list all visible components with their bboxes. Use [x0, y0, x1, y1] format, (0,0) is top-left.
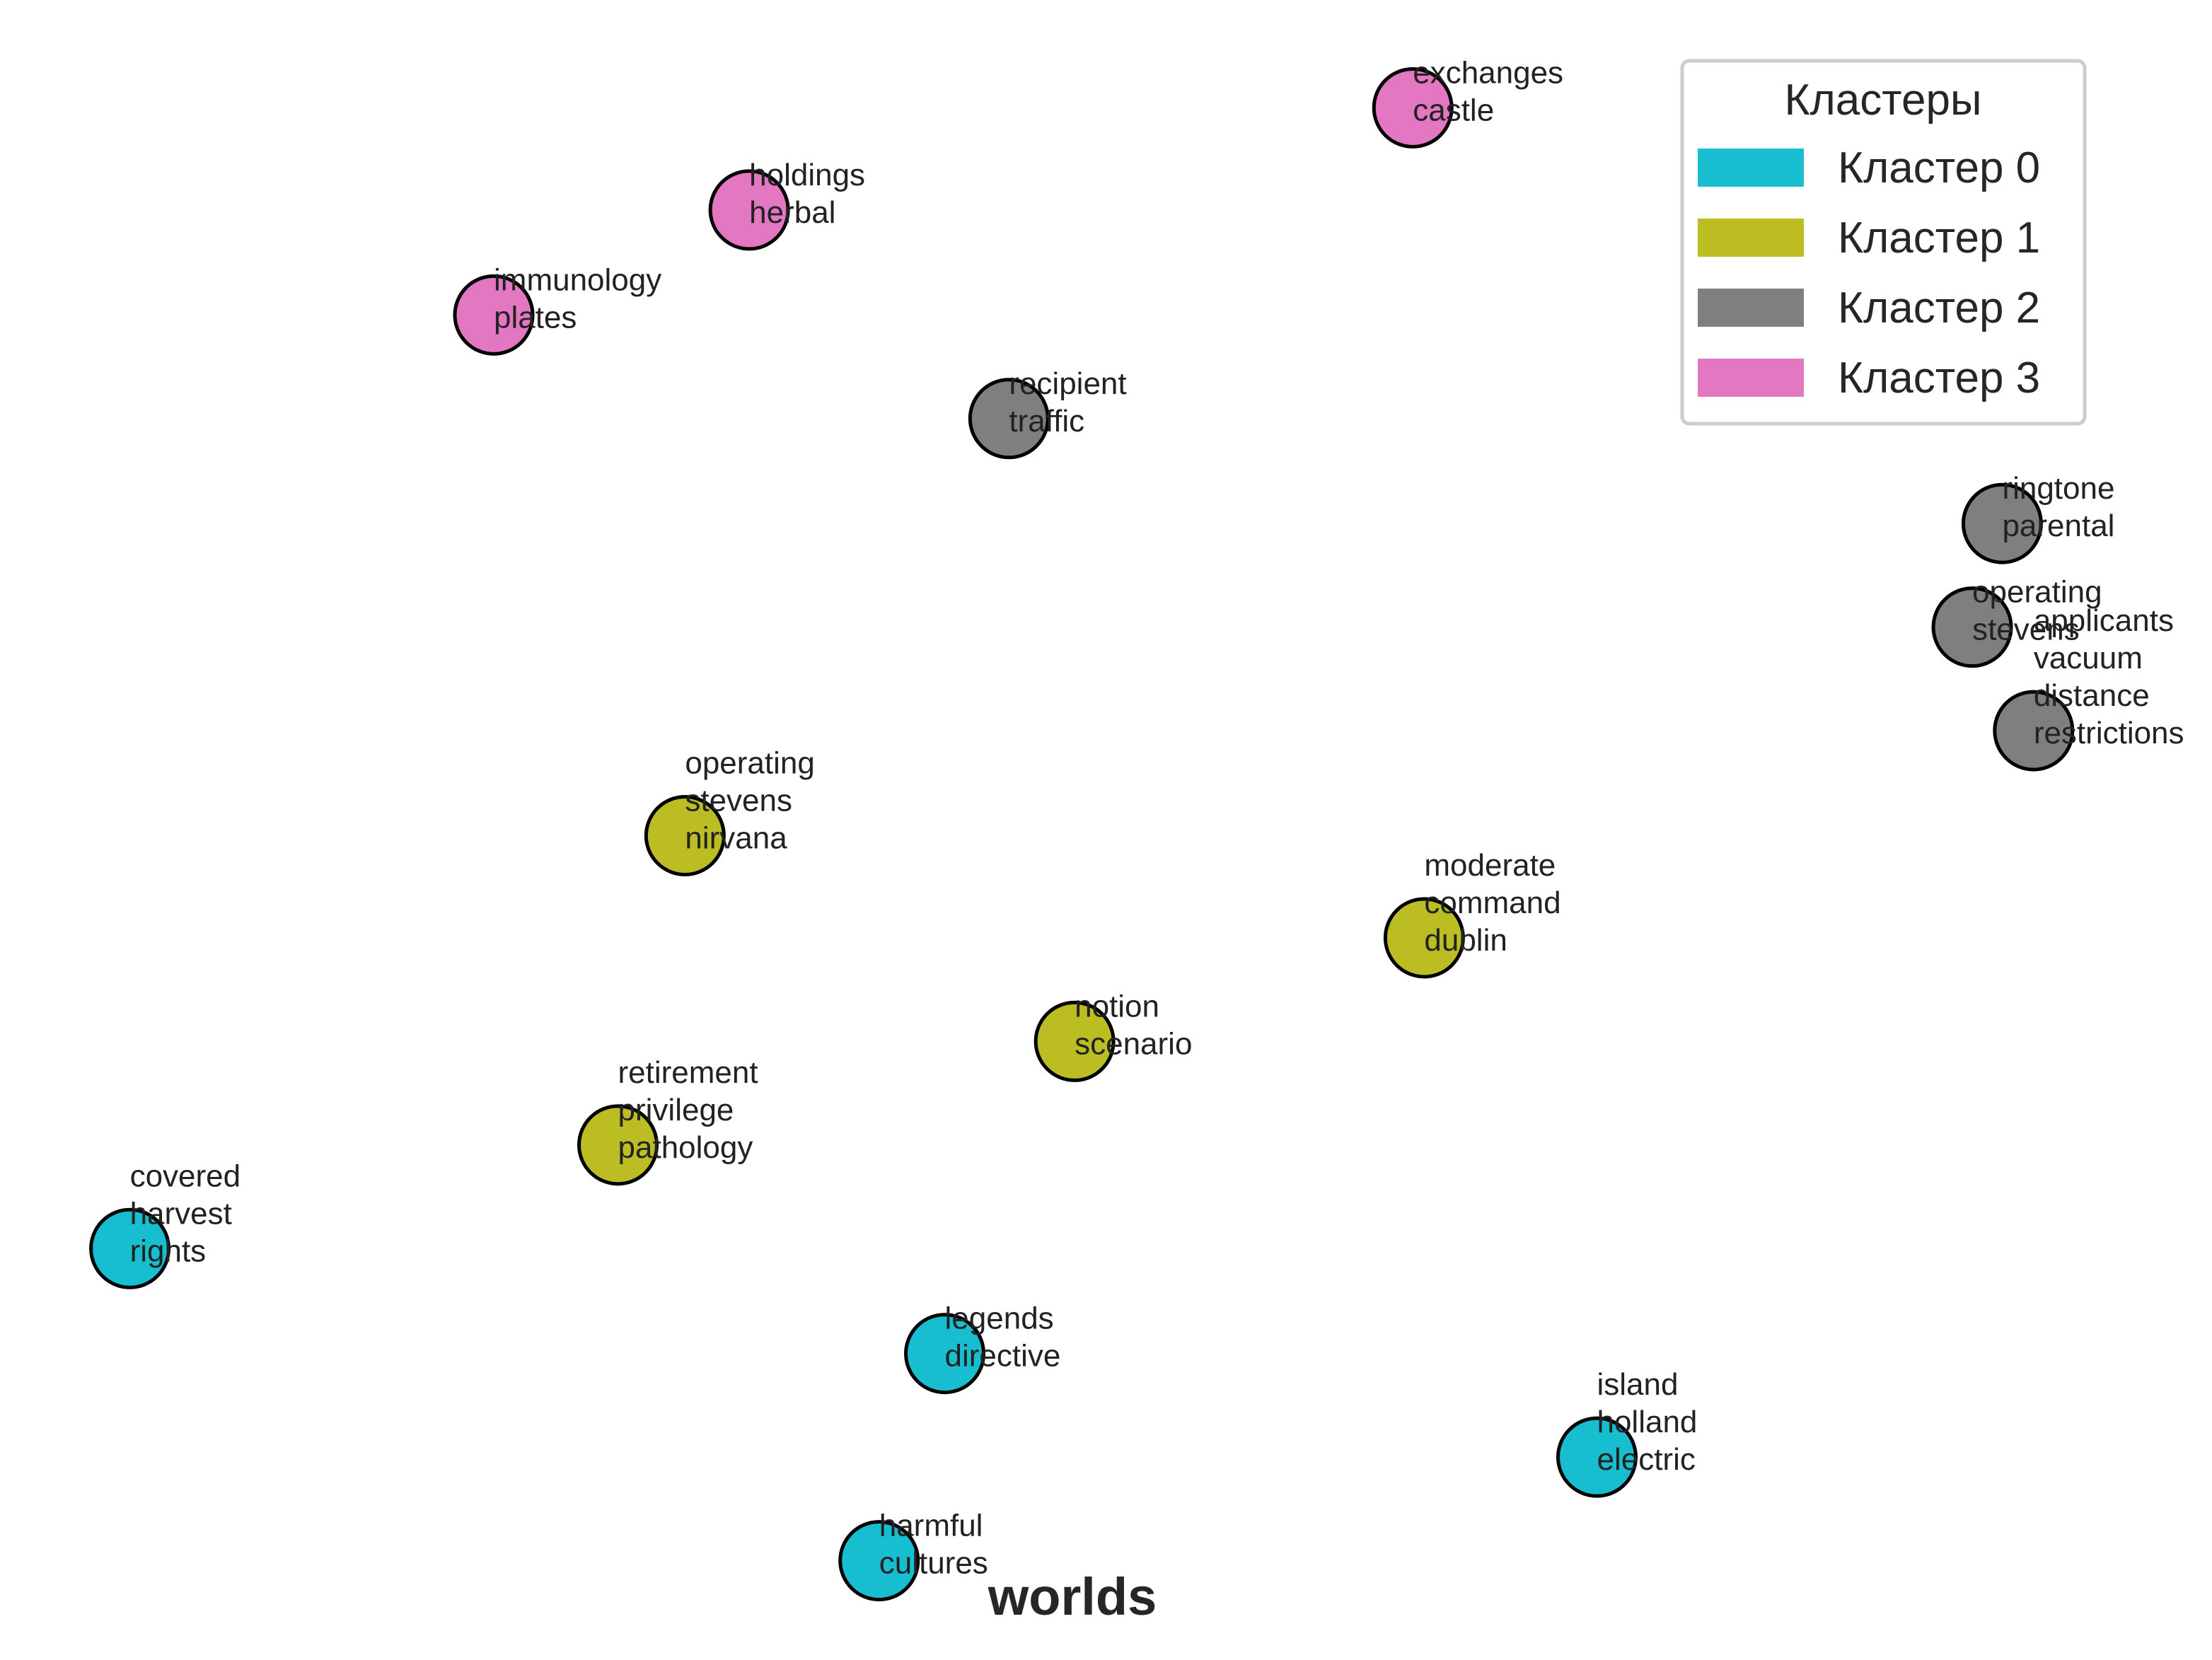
point-label: moderate	[1424, 848, 1556, 883]
scatter-point	[708, 169, 790, 251]
point-label: operating	[1972, 575, 2102, 610]
legend-swatch	[1698, 149, 1804, 187]
legend-entry-label: Кластер 0	[1838, 144, 2040, 192]
point-label: directive	[945, 1339, 1061, 1374]
labels-layer: exchangescastleholdingsherbalimmunologyp…	[130, 55, 2184, 1580]
point-label: castle	[1413, 93, 1494, 127]
scatter-point	[904, 1313, 986, 1395]
point-label: harmful	[879, 1509, 983, 1543]
legend-entry-label: Кластер 3	[1838, 354, 2040, 402]
point-label: restrictions	[2034, 716, 2184, 750]
point-label: island	[1597, 1367, 1678, 1402]
scatter-point	[1931, 586, 2013, 668]
point-label: distance	[2034, 678, 2150, 713]
legend-swatch	[1698, 289, 1804, 327]
point-label: covered	[130, 1159, 241, 1193]
point-label: pathology	[618, 1130, 753, 1165]
scatter-point	[1993, 690, 2075, 772]
point-label: exchanges	[1413, 55, 1563, 90]
point-label: privilege	[618, 1093, 734, 1127]
point-label: ringtone	[2002, 471, 2114, 506]
legend-entries: Кластер 0 Кластер 1 Кластер 2 Кластер 3	[1698, 144, 2040, 402]
point-label: dublin	[1424, 923, 1507, 958]
x-axis-title: worlds	[988, 1567, 1157, 1626]
point-label: vacuum	[2034, 641, 2143, 675]
point-label: applicants	[2034, 603, 2174, 638]
scatter-point	[1383, 897, 1465, 979]
points-layer	[89, 66, 2075, 1602]
scatter-point	[968, 378, 1050, 460]
point-label: stevens	[1972, 613, 2080, 647]
legend-entry-label: Кластер 2	[1838, 284, 2040, 332]
point-label: holland	[1597, 1405, 1697, 1439]
point-label: rights	[130, 1234, 207, 1268]
point-label: legends	[945, 1301, 1054, 1336]
point-label: command	[1424, 886, 1560, 920]
scatter-point	[453, 274, 535, 356]
point-label: notion	[1075, 989, 1159, 1023]
scatter-point	[1372, 66, 1454, 149]
point-label: holdings	[749, 158, 865, 192]
legend-entry-label: Кластер 1	[1838, 214, 2040, 262]
scatter-point	[1033, 1000, 1116, 1082]
point-label: recipient	[1009, 366, 1126, 401]
scatter-point	[89, 1207, 171, 1289]
point-label: herbal	[749, 195, 835, 230]
point-label: harvest	[130, 1196, 232, 1231]
scatter-point	[1556, 1416, 1638, 1498]
legend-swatch	[1698, 359, 1804, 397]
scatter-point	[1961, 482, 2043, 564]
legend-swatch	[1698, 219, 1804, 257]
point-label: retirement	[618, 1055, 758, 1090]
point-label: operating	[685, 746, 814, 781]
point-label: cultures	[879, 1546, 988, 1581]
point-label: traffic	[1009, 404, 1084, 439]
point-label: parental	[2002, 509, 2114, 543]
point-label: electric	[1597, 1442, 1695, 1477]
scatter-point	[577, 1104, 659, 1186]
point-label: plates	[494, 300, 577, 335]
legend-title: Кластеры	[1785, 76, 1982, 124]
scatter-point	[644, 795, 726, 877]
point-label: immunology	[494, 262, 661, 297]
scatter-point	[838, 1520, 920, 1602]
point-label: nirvana	[685, 821, 787, 856]
point-label: scenario	[1075, 1026, 1192, 1061]
point-label: stevens	[685, 784, 792, 818]
